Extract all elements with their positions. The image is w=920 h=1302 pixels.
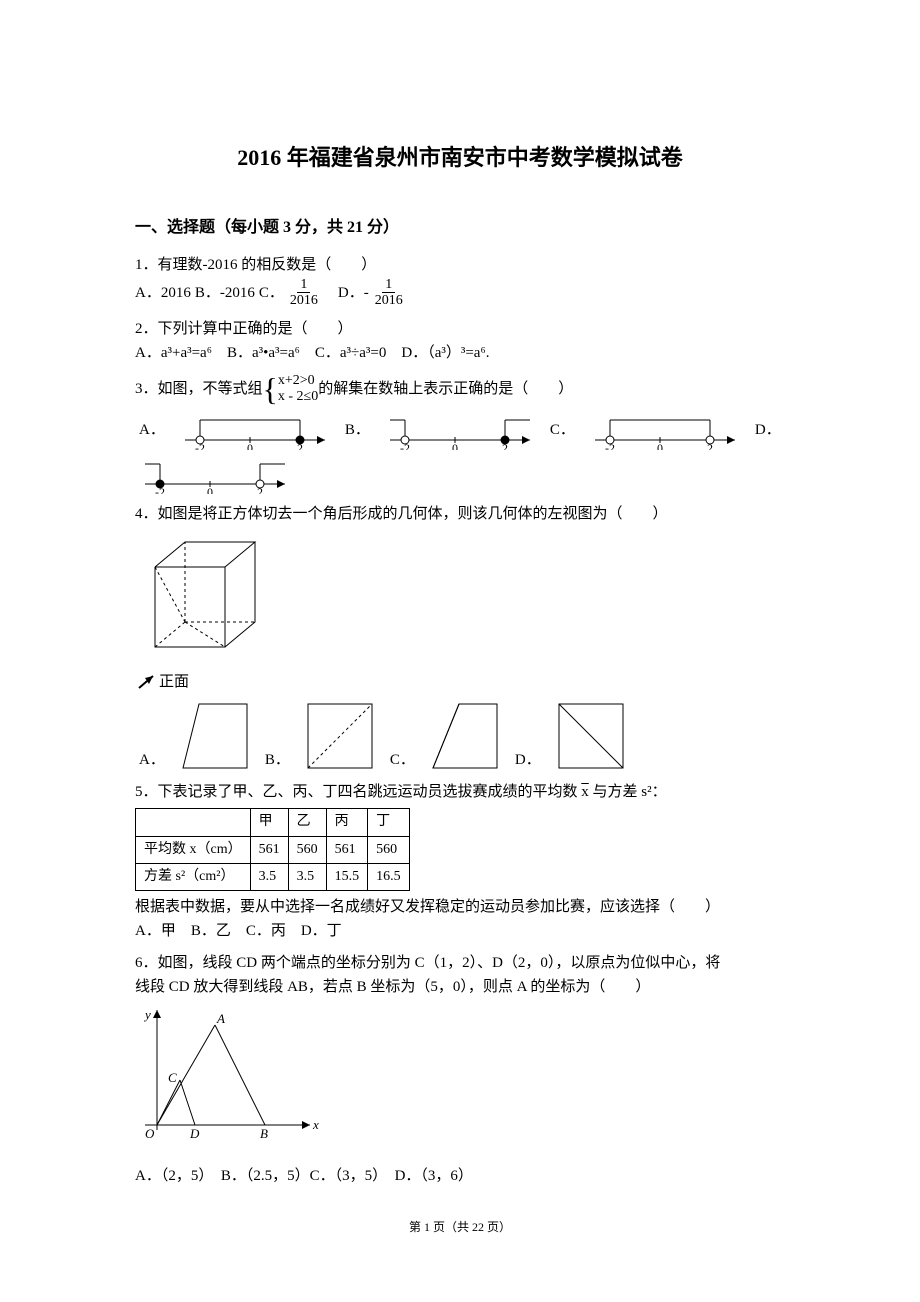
- numberline-B: -2 0 2: [380, 410, 540, 450]
- svg-text:2: 2: [707, 441, 713, 450]
- q1-optC-fraction: 1 2016: [287, 277, 321, 309]
- svg-text:0: 0: [247, 441, 253, 450]
- svg-text:B: B: [260, 1126, 268, 1141]
- question-4: 4．如图是将正方体切去一个角后形成的几何体，则该几何体的左视图为（ ） 正面 A…: [135, 502, 785, 772]
- svg-text:0: 0: [452, 441, 458, 450]
- q3-suffix: 的解集在数轴上表示正确的是（ ）: [318, 377, 573, 401]
- q1-options: A．2016 B．-2016 C． 1 2016 D．- 1 2016: [135, 277, 785, 309]
- svg-text:y: y: [143, 1007, 151, 1022]
- svg-text:-2: -2: [195, 441, 205, 450]
- svg-text:C: C: [168, 1070, 177, 1085]
- q3-labelA: A．: [139, 418, 165, 442]
- q2-text: 2．下列计算中正确的是（ ）: [135, 317, 785, 341]
- q3-brace-system: { x+2>0 x - 2≤0: [263, 373, 319, 407]
- q5-prompt: 根据表中数据，要从中选择一名成绩好又发挥稳定的运动员参加比赛，应该选择（ ）: [135, 895, 785, 919]
- shape-A: [179, 700, 251, 772]
- page-footer: 第 1 页（共 22 页）: [135, 1218, 785, 1237]
- question-5: 5．下表记录了甲、乙、丙、丁四名跳远运动员选拔赛成绩的平均数 x 与方差 s²：…: [135, 780, 785, 943]
- q1-optB: B．-2016: [195, 281, 255, 305]
- numberline-D: -2 0 2: [135, 454, 295, 494]
- numberline-A: -2 0 2: [175, 410, 335, 450]
- q1-optD-fraction: 1 2016: [372, 277, 406, 309]
- q6-text2: 线段 CD 放大得到线段 AB，若点 B 坐标为（5，0），则点 A 的坐标为（…: [135, 975, 785, 999]
- svg-text:-2: -2: [400, 441, 410, 450]
- q3-labelC: C．: [550, 418, 575, 442]
- question-6: 6．如图，线段 CD 两个端点的坐标分别为 C（1，2）、D（2，0），以原点为…: [135, 951, 785, 1188]
- svg-text:D: D: [189, 1126, 200, 1141]
- shape-B: [304, 700, 376, 772]
- svg-text:2: 2: [502, 441, 508, 450]
- q5-table: 甲 乙 丙 丁 平均数 x（cm） 561 560 561 560 方差 s²（…: [135, 808, 410, 891]
- shape-C: [429, 700, 501, 772]
- shape-D: [555, 700, 627, 772]
- svg-text:x: x: [312, 1117, 319, 1132]
- section-heading: 一、选择题（每小题 3 分，共 21 分）: [135, 215, 785, 241]
- xbar: x: [578, 780, 593, 804]
- q6-options: A．（2，5） B．（2.5，5）C．（3，5） D．（3，6）: [135, 1164, 785, 1188]
- q3-prefix: 3．如图，不等式组: [135, 377, 263, 401]
- numberline-C: -2 0 2: [585, 410, 745, 450]
- q1-optA: A．2016: [135, 281, 191, 305]
- q6-graph: O D B C A x y: [135, 1005, 785, 1158]
- svg-text:0: 0: [657, 441, 663, 450]
- q4-options: A． B． C． D．: [135, 700, 785, 772]
- q2-options: A．a³+a³=a⁶ B．a³•a³=a⁶ C．a³÷a³=0 D．（a³）³=…: [135, 341, 785, 365]
- question-1: 1．有理数-2016 的相反数是（ ） A．2016 B．-2016 C． 1 …: [135, 253, 785, 309]
- arrow-icon: [135, 672, 159, 692]
- svg-text:-2: -2: [605, 441, 615, 450]
- q5-options: A．甲 B．乙 C．丙 D．丁: [135, 919, 785, 943]
- q3-option-row: A． -2 0 2 B． -2 0 2: [135, 410, 785, 450]
- q3-labelD: D．: [755, 418, 781, 442]
- q1-optC-label: C．: [259, 281, 284, 305]
- question-2: 2．下列计算中正确的是（ ） A．a³+a³=a⁶ B．a³•a³=a⁶ C．a…: [135, 317, 785, 365]
- svg-text:2: 2: [297, 441, 303, 450]
- q1-optD-label: D．-: [338, 281, 369, 305]
- svg-text:0: 0: [207, 485, 213, 494]
- q4-text: 4．如图是将正方体切去一个角后形成的几何体，则该几何体的左视图为（ ）: [135, 502, 785, 526]
- exam-title: 2016 年福建省泉州市南安市中考数学模拟试卷: [135, 140, 785, 175]
- q6-text1: 6．如图，线段 CD 两个端点的坐标分别为 C（1，2）、D（2，0），以原点为…: [135, 951, 785, 975]
- svg-text:O: O: [145, 1126, 155, 1141]
- question-3: 3．如图，不等式组 { x+2>0 x - 2≤0 的解集在数轴上表示正确的是（…: [135, 373, 785, 495]
- svg-text:2: 2: [257, 485, 263, 494]
- svg-text:-2: -2: [155, 485, 165, 494]
- q3-option-row-2: -2 0 2: [135, 454, 785, 494]
- q1-text: 1．有理数-2016 的相反数是（ ）: [135, 253, 785, 277]
- q5-text-mid: 与方差 s²：: [593, 780, 667, 804]
- q5-text-prefix: 5．下表记录了甲、乙、丙、丁四名跳远运动员选拔赛成绩的平均数: [135, 780, 578, 804]
- q3-labelB: B．: [345, 418, 370, 442]
- q4-cube-figure: 正面: [135, 532, 785, 694]
- svg-text:A: A: [216, 1011, 225, 1026]
- q4-front-label: 正面: [159, 670, 189, 694]
